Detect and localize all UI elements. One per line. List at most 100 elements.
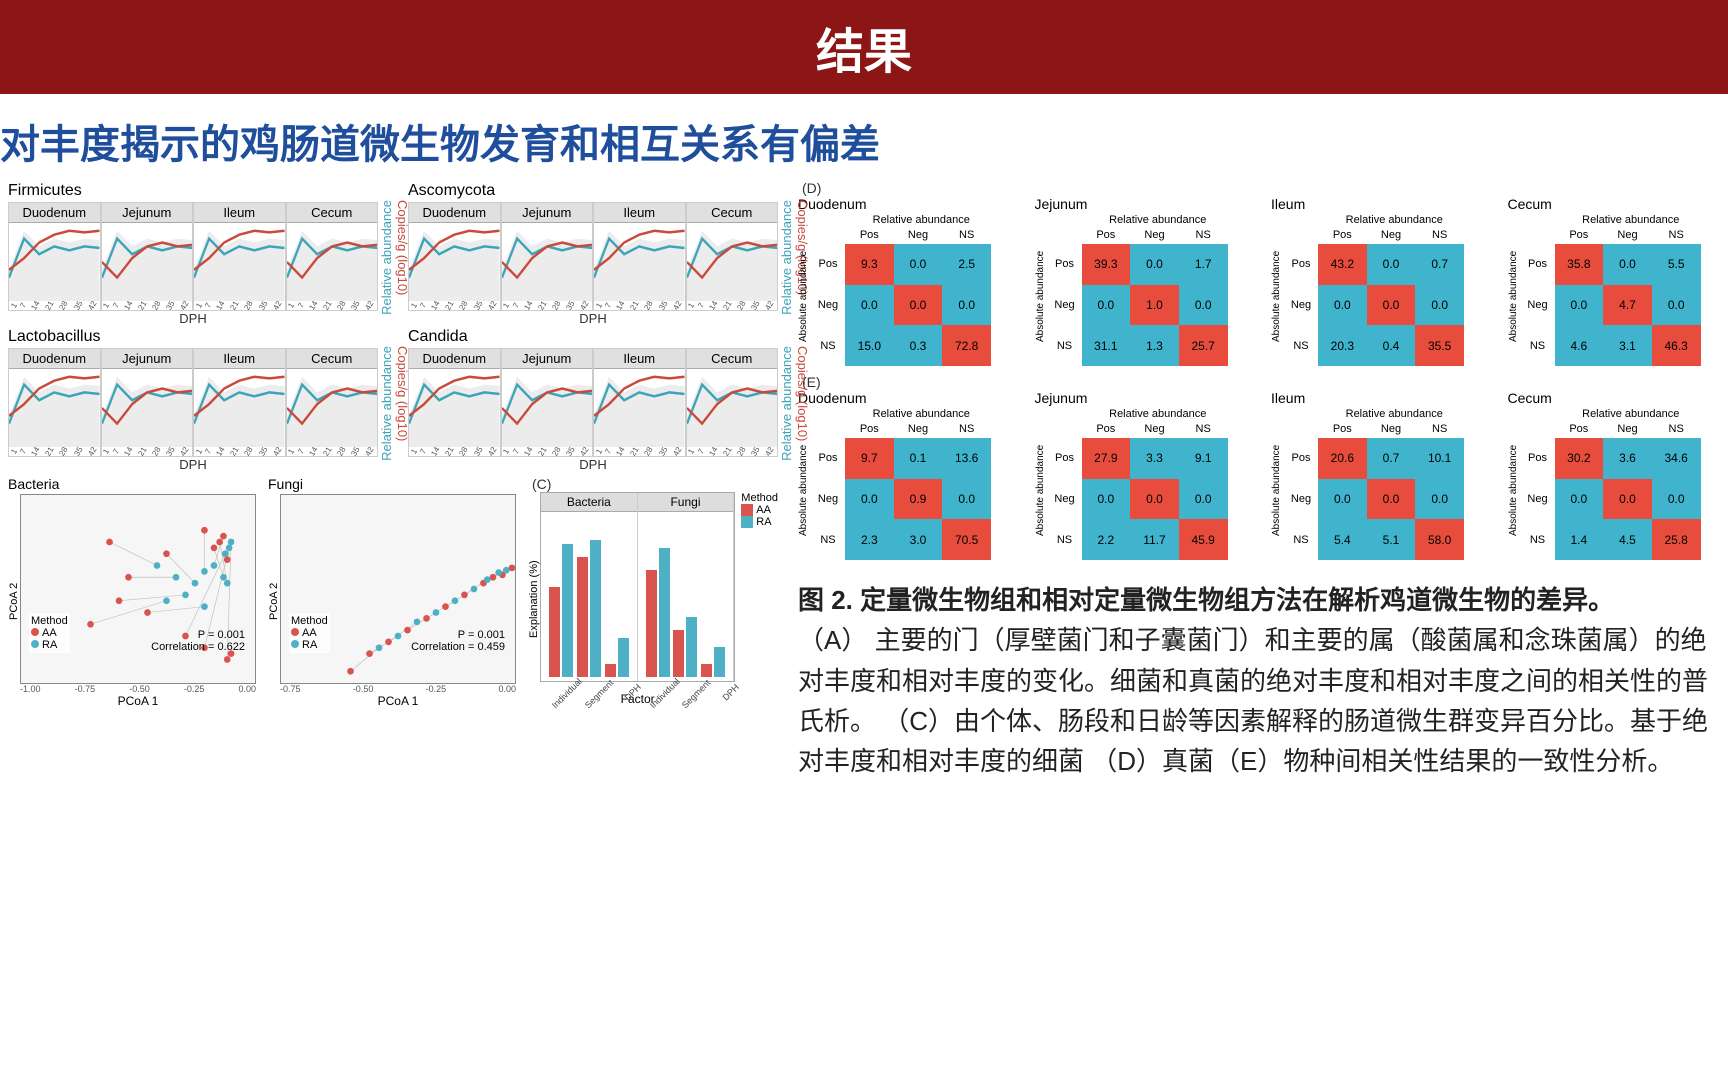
hm-cell: 1.4 xyxy=(1555,519,1604,560)
facet-body xyxy=(194,223,285,301)
panel-c-facet: Bacteria xyxy=(541,493,638,681)
facet: Cecum 171421283542 xyxy=(686,202,779,311)
heatmap-ylabel: Absolute abundance xyxy=(798,420,809,560)
facet-body xyxy=(502,369,593,447)
hm-row: NS xyxy=(1284,519,1318,560)
facet-header: Jejunum xyxy=(102,349,193,369)
hm-cell: 0.0 xyxy=(1318,285,1367,326)
hm-row: Neg xyxy=(811,479,845,520)
hm-col: Neg xyxy=(1367,420,1416,438)
facet-body xyxy=(9,369,100,447)
hm-col: NS xyxy=(942,226,991,244)
panel-a-xlabel: DPH xyxy=(8,457,378,472)
facet: Jejunum 171421283542 xyxy=(101,202,194,311)
panel-b-c-row: Bacteria PCoA 2 Method AARA P = 0.001Cor… xyxy=(8,476,778,708)
left-column: FirmicutesDuodenum 171421283542Jejunum 1… xyxy=(8,180,778,781)
hm-cell: 34.6 xyxy=(1652,438,1701,479)
hm-cell: 0.0 xyxy=(1652,479,1701,520)
hm-cell: 0.0 xyxy=(1367,285,1416,326)
panel-a-group: LactobacillusDuodenum 171421283542Jejunu… xyxy=(8,326,378,472)
hm-cell: 11.7 xyxy=(1130,519,1179,560)
hm-cell: 4.7 xyxy=(1603,285,1652,326)
heatmap-title: Jejunum xyxy=(1035,390,1248,406)
hm-cell: 0.7 xyxy=(1415,244,1464,285)
facet-header: Jejunum xyxy=(102,203,193,223)
facet-header: Cecum xyxy=(287,349,378,369)
hm-cell: 3.0 xyxy=(894,519,943,560)
hm-col: Pos xyxy=(1082,226,1131,244)
panel-a-xlabel: DPH xyxy=(408,311,778,326)
slide-header: 结果 xyxy=(0,0,1728,94)
facet: Cecum 171421283542 xyxy=(286,348,379,457)
hm-row: Neg xyxy=(1048,479,1082,520)
heatmap-xlabel: Relative abundance xyxy=(832,408,1011,420)
hm-cell: 0.0 xyxy=(1082,285,1131,326)
facet-header: Ileum xyxy=(594,349,685,369)
panel-a-group-title: Lactobacillus xyxy=(8,326,378,348)
hm-cell: 0.0 xyxy=(1367,479,1416,520)
panel-c-xticks: IndividualSegmentDPHIndividualSegmentDPH xyxy=(540,682,735,692)
hm-col: Neg xyxy=(1603,420,1652,438)
hm-cell: 0.0 xyxy=(1603,479,1652,520)
heatmap-block: Cecum Relative abundance Absolute abunda… xyxy=(1508,196,1721,366)
scatter-title: Bacteria xyxy=(8,476,256,492)
panel-a-group-title: Firmicutes xyxy=(8,180,378,202)
hm-cell: 10.1 xyxy=(1415,438,1464,479)
heatmap-xlabel: Relative abundance xyxy=(1542,214,1721,226)
heatmap-xlabel: Relative abundance xyxy=(1542,408,1721,420)
hm-col: NS xyxy=(1652,226,1701,244)
heatmap-xlabel: Relative abundance xyxy=(1069,408,1248,420)
hm-cell: 27.9 xyxy=(1082,438,1131,479)
hm-cell: 0.0 xyxy=(1179,479,1228,520)
hm-cell: 0.7 xyxy=(1367,438,1416,479)
heatmap-ylabel: Absolute abundance xyxy=(798,226,809,366)
panel-e-row: Duodenum Relative abundance Absolute abu… xyxy=(798,390,1720,560)
heatmap-title: Ileum xyxy=(1271,196,1484,212)
facet-header: Jejunum xyxy=(502,203,593,223)
heatmap-ylabel: Absolute abundance xyxy=(1271,420,1282,560)
hm-cell: 2.3 xyxy=(845,519,894,560)
hm-col: Pos xyxy=(845,420,894,438)
facet-header: Duodenum xyxy=(409,203,500,223)
hm-row: NS xyxy=(1284,325,1318,366)
hm-cell: 3.3 xyxy=(1130,438,1179,479)
hm-row: Neg xyxy=(1521,479,1555,520)
hm-cell: 3.1 xyxy=(1603,325,1652,366)
heatmap-title: Duodenum xyxy=(798,390,1011,406)
hm-col: Pos xyxy=(845,226,894,244)
heatmap-block: Duodenum Relative abundance Absolute abu… xyxy=(798,390,1011,560)
hm-row: Neg xyxy=(1284,479,1318,520)
hm-cell: 0.0 xyxy=(942,479,991,520)
heatmap-ylabel: Absolute abundance xyxy=(1035,420,1046,560)
hm-col: NS xyxy=(1652,420,1701,438)
hm-cell: 0.0 xyxy=(894,285,943,326)
hm-row: NS xyxy=(1521,519,1555,560)
scatter-legend: Method AARA xyxy=(289,613,330,653)
facet-body xyxy=(409,369,500,447)
heatmap-ylabel: Absolute abundance xyxy=(1035,226,1046,366)
hm-row: Pos xyxy=(1284,244,1318,285)
facet: Jejunum 171421283542 xyxy=(101,348,194,457)
hm-cell: 13.6 xyxy=(942,438,991,479)
facet-body xyxy=(102,223,193,301)
scatter-xlabel: PCoA 1 xyxy=(20,694,256,708)
right-column: (D) Duodenum Relative abundance Absolute… xyxy=(798,180,1720,781)
heatmap-block: Ileum Relative abundance Absolute abunda… xyxy=(1271,390,1484,560)
hm-row: Pos xyxy=(811,244,845,285)
hm-row: Neg xyxy=(1048,285,1082,326)
hm-col: Pos xyxy=(1555,420,1604,438)
hm-cell: 4.5 xyxy=(1603,519,1652,560)
scatter-stats: P = 0.001Correlation = 0.622 xyxy=(151,629,245,653)
facet-header: Jejunum xyxy=(502,349,593,369)
hm-cell: 15.0 xyxy=(845,325,894,366)
facet-header: Cecum xyxy=(287,203,378,223)
caption-body: （A） 主要的门（厚壁菌门和子囊菌门）和主要的属（酸菌属和念珠菌属）的绝对丰度和… xyxy=(798,620,1720,781)
hm-col: NS xyxy=(942,420,991,438)
panel-a: FirmicutesDuodenum 171421283542Jejunum 1… xyxy=(8,180,778,472)
heatmap-block: Jejunum Relative abundance Absolute abun… xyxy=(1035,196,1248,366)
hm-cell: 1.0 xyxy=(1130,285,1179,326)
caption-title: 图 2. 定量微生物组和相对定量微生物组方法在解析鸡道微生物的差异。 xyxy=(798,580,1720,620)
panel-c-legend: Method AARA xyxy=(741,492,778,706)
hm-cell: 0.0 xyxy=(1555,479,1604,520)
hm-cell: 0.0 xyxy=(1652,285,1701,326)
